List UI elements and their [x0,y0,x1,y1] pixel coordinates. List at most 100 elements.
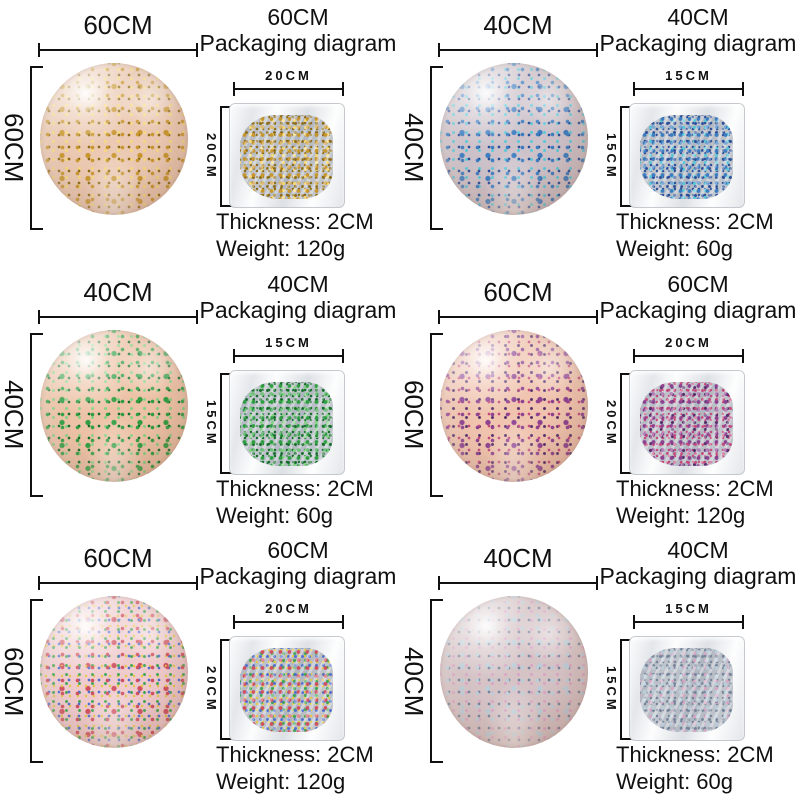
bag-glitter-fill [640,381,733,466]
bag-height-measure-arrow [220,639,233,741]
ball-width-label: 40CM [483,10,553,40]
ball-width-measure-arrow [38,309,198,324]
packaging-title: 60CM Packaging diagram [598,271,798,323]
ball-height-measure-arrow [430,66,443,230]
ball-width-measure-arrow [38,43,198,57]
product-cell-blue-40: 40CM 40CM 40CM Packaging diagram 15CM 15… [399,0,800,267]
spec-text: Thickness: 2CM Weight: 120g [216,741,374,795]
glitter-ball-photo [40,63,188,215]
packaging-title-size: 60CM [667,270,729,297]
bag-width-measure-arrow [233,615,344,630]
packaging-bag-photo [229,369,345,475]
ball-width-measure-arrow [438,309,598,324]
weight-text: Weight: 60g [616,236,734,261]
bag-height-label: 20CM [604,399,619,447]
glitter-ball-photo [40,596,188,749]
spec-text: Thickness: 2CM Weight: 120g [616,475,774,529]
spec-text: Thickness: 2CM Weight: 60g [216,475,374,529]
weight-text: Weight: 120g [216,769,346,795]
bag-height-measure-arrow [220,106,233,207]
packaging-bag-photo [629,103,745,208]
bag-width-label: 20CM [665,334,712,350]
packaging-title: 40CM Packaging diagram [598,537,798,589]
bag-width-measure-arrow [633,348,744,363]
bag-width-measure-arrow [633,615,744,630]
product-cell-silver-40: 40CM 40CM 40CM Packaging diagram 15CM 15… [399,533,800,800]
product-cell-multicolor-60: 60CM 60CM 60CM Packaging diagram 20CM 20… [0,533,400,800]
bag-height-label: 20CM [204,666,219,714]
thickness-text: Thickness: 2CM [616,742,774,768]
ball-width-label: 60CM [483,276,553,307]
glitter-ball-photo [40,329,188,482]
packaging-title: 60CM Packaging diagram [198,537,398,589]
spec-text: Thickness: 2CM Weight: 120g [216,208,374,262]
ball-height-label: 60CM [0,113,29,183]
bag-height-measure-arrow [620,106,633,207]
weight-text: Weight: 120g [616,502,746,528]
bag-width-label: 20CM [265,601,312,617]
product-cell-green-40: 40CM 40CM 40CM Packaging diagram 15CM 15… [0,267,400,534]
packaging-title-text: Packaging diagram [599,30,797,56]
packaging-title: 60CM Packaging diagram [198,4,398,56]
ball-height-measure-arrow [430,332,443,497]
ball-width-measure-arrow [438,576,598,591]
weight-text: Weight: 120g [216,236,346,261]
packaging-title-size: 40CM [667,4,729,30]
packaging-title-text: Packaging diagram [599,296,797,323]
packaging-title: 40CM Packaging diagram [598,4,798,56]
packaging-bag-photo [229,103,345,208]
packaging-title: 40CM Packaging diagram [198,271,398,323]
packaging-bag-photo [629,636,745,742]
packaging-bag-photo [229,636,345,742]
bag-glitter-fill [640,648,733,733]
bag-height-measure-arrow [620,372,633,474]
glitter-ball-photo [440,329,588,482]
ball-width-label: 60CM [83,543,153,574]
ball-width-label: 40CM [483,543,553,574]
bag-height-label: 15CM [604,133,619,180]
spec-text: Thickness: 2CM Weight: 60g [616,741,774,795]
bag-height-label: 15CM [604,666,619,714]
bag-width-label: 15CM [265,334,312,350]
packaging-title-size: 60CM [267,4,329,30]
weight-text: Weight: 60g [216,502,334,528]
bag-width-measure-arrow [633,82,744,96]
ball-height-measure-arrow [30,66,43,230]
ball-width-measure-arrow [438,43,598,57]
bag-glitter-fill [240,648,333,733]
packaging-title-text: Packaging diagram [599,563,797,590]
bag-width-label: 15CM [665,68,712,83]
ball-width-label: 60CM [83,10,153,40]
bag-width-label: 15CM [665,601,712,617]
spec-text: Thickness: 2CM Weight: 60g [616,208,774,262]
bag-width-measure-arrow [233,348,344,363]
ball-height-measure-arrow [30,599,43,764]
bag-glitter-fill [240,381,333,466]
ball-height-label: 60CM [399,379,429,450]
glitter-ball-photo [440,596,588,749]
bag-height-label: 20CM [204,133,219,180]
thickness-text: Thickness: 2CM [616,475,774,501]
glitter-ball-photo [440,63,588,215]
bag-width-label: 20CM [265,68,312,83]
product-cell-purple-60: 60CM 60CM 60CM Packaging diagram 20CM 20… [399,267,800,534]
thickness-text: Thickness: 2CM [216,742,374,768]
bag-height-label: 15CM [204,399,219,447]
ball-height-label: 60CM [0,646,29,716]
packaging-title-text: Packaging diagram [199,563,397,590]
ball-height-label: 40CM [399,113,429,183]
packaging-title-size: 40CM [667,537,729,564]
product-cell-gold-60: 60CM 60CM 60CM Packaging diagram 20CM 20… [0,0,400,267]
ball-width-measure-arrow [38,576,198,591]
ball-height-label: 40CM [399,646,429,716]
packaging-bag-photo [629,369,745,475]
ball-height-measure-arrow [430,599,443,764]
ball-width-label: 40CM [83,276,153,307]
thickness-text: Thickness: 2CM [216,475,374,501]
bag-height-measure-arrow [220,372,233,474]
thickness-text: Thickness: 2CM [616,209,774,234]
bag-glitter-fill [240,115,333,199]
thickness-text: Thickness: 2CM [216,209,374,234]
packaging-title-text: Packaging diagram [199,296,397,323]
